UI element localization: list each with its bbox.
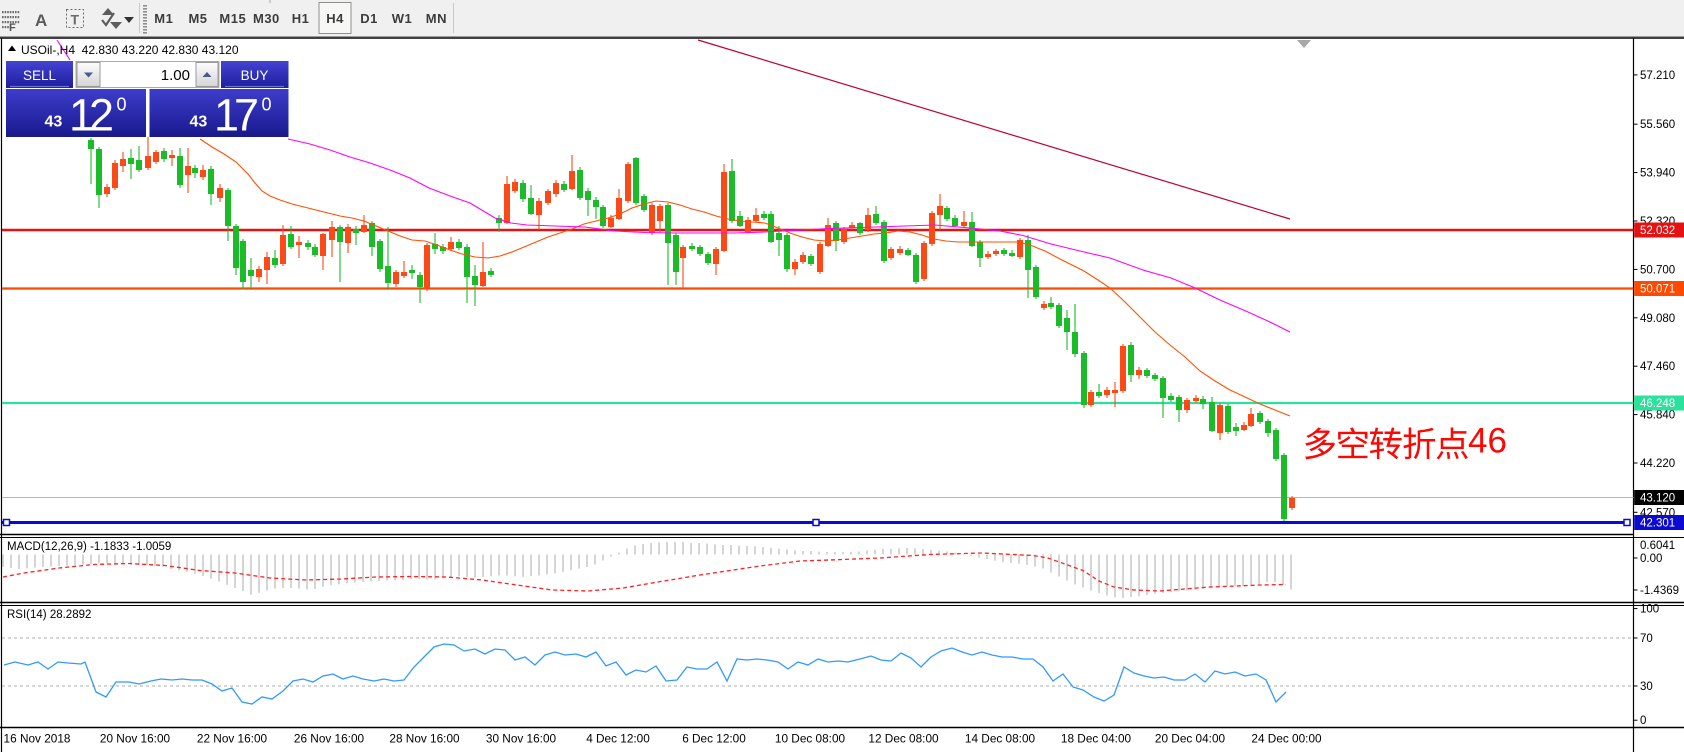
svg-text:MACD(12,26,9) -1.1833 -1.0059: MACD(12,26,9) -1.1833 -1.0059 xyxy=(7,541,171,553)
svg-text:6 Dec 12:00: 6 Dec 12:00 xyxy=(682,732,746,746)
svg-text:24 Dec 00:00: 24 Dec 00:00 xyxy=(1251,732,1322,746)
svg-text:USOil-,H4 42.830 43.220 42.83: USOil-,H4 42.830 43.220 42.830 43.120 xyxy=(21,43,239,57)
svg-text:22 Nov 16:00: 22 Nov 16:00 xyxy=(197,732,268,746)
svg-text:F: F xyxy=(9,22,16,34)
svg-text:H4: H4 xyxy=(326,11,344,26)
svg-text:18 Dec 04:00: 18 Dec 04:00 xyxy=(1061,732,1132,746)
svg-text:43: 43 xyxy=(45,114,63,131)
svg-text:43: 43 xyxy=(190,114,208,131)
svg-text:RSI(14) 28.2892: RSI(14) 28.2892 xyxy=(7,609,91,621)
svg-text:17: 17 xyxy=(214,90,259,141)
svg-text:30 Nov 16:00: 30 Nov 16:00 xyxy=(486,732,557,746)
svg-text:H1: H1 xyxy=(292,11,310,26)
svg-text:52.032: 52.032 xyxy=(1640,225,1675,237)
svg-text:53.940: 53.940 xyxy=(1640,168,1675,180)
svg-text:47.460: 47.460 xyxy=(1640,361,1675,373)
svg-text:W1: W1 xyxy=(392,11,413,26)
svg-text:50.071: 50.071 xyxy=(1640,284,1675,296)
svg-text:M15: M15 xyxy=(219,11,246,26)
svg-text:14 Dec 08:00: 14 Dec 08:00 xyxy=(965,732,1036,746)
svg-text:T: T xyxy=(71,12,80,28)
svg-text:49.080: 49.080 xyxy=(1640,313,1675,325)
svg-text:0.00: 0.00 xyxy=(1640,553,1662,565)
svg-text:20 Dec 04:00: 20 Dec 04:00 xyxy=(1155,732,1226,746)
svg-text:50.700: 50.700 xyxy=(1640,264,1675,276)
svg-text:D1: D1 xyxy=(360,11,378,26)
svg-text:26 Nov 16:00: 26 Nov 16:00 xyxy=(294,732,365,746)
svg-text:46: 46 xyxy=(1468,422,1507,461)
svg-text:M1: M1 xyxy=(154,11,173,26)
svg-text:30: 30 xyxy=(1640,681,1653,693)
svg-text:M30: M30 xyxy=(253,11,280,26)
svg-text:10 Dec 08:00: 10 Dec 08:00 xyxy=(775,732,846,746)
svg-text:MN: MN xyxy=(426,11,447,26)
svg-text:42.301: 42.301 xyxy=(1640,518,1675,530)
svg-text:57.210: 57.210 xyxy=(1640,70,1675,82)
svg-text:BUY: BUY xyxy=(241,68,269,83)
svg-text:16 Nov 2018: 16 Nov 2018 xyxy=(4,732,71,746)
svg-text:4 Dec 12:00: 4 Dec 12:00 xyxy=(586,732,650,746)
svg-text:28 Nov 16:00: 28 Nov 16:00 xyxy=(389,732,460,746)
svg-text:100: 100 xyxy=(1640,604,1659,616)
svg-text:45.840: 45.840 xyxy=(1640,410,1675,422)
svg-text:0: 0 xyxy=(262,95,272,115)
svg-text:0.6041: 0.6041 xyxy=(1640,540,1675,552)
svg-text:43.120: 43.120 xyxy=(1640,493,1675,505)
svg-text:M5: M5 xyxy=(188,11,207,26)
svg-text:46.248: 46.248 xyxy=(1640,398,1675,410)
svg-text:44.220: 44.220 xyxy=(1640,458,1675,470)
svg-text:12 Dec 08:00: 12 Dec 08:00 xyxy=(868,732,939,746)
svg-text:20 Nov 16:00: 20 Nov 16:00 xyxy=(100,732,171,746)
svg-text:55.560: 55.560 xyxy=(1640,119,1675,131)
svg-text:12: 12 xyxy=(69,90,114,141)
svg-text:0: 0 xyxy=(117,95,127,115)
svg-text:A: A xyxy=(35,11,47,30)
svg-text:70: 70 xyxy=(1640,633,1653,645)
svg-text:1.00: 1.00 xyxy=(161,67,190,84)
svg-text:SELL: SELL xyxy=(23,68,57,83)
svg-text:-1.4369: -1.4369 xyxy=(1640,585,1679,597)
svg-text:0: 0 xyxy=(1640,715,1646,727)
